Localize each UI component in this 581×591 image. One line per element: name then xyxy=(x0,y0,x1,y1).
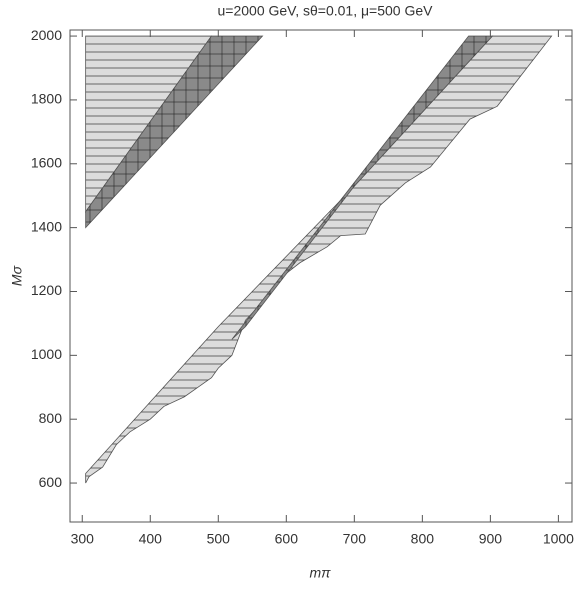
x-tick-label: 300 xyxy=(71,531,95,547)
x-axis-label: mπ xyxy=(309,565,331,581)
y-axis-label: Mσ xyxy=(9,265,25,286)
x-tick-label: 600 xyxy=(275,531,299,547)
x-tick-label: 500 xyxy=(207,531,231,547)
chart-title: u=2000 GeV, sθ=0.01, μ=500 GeV xyxy=(218,3,434,19)
y-tick-label: 1400 xyxy=(31,218,62,234)
region-hatch xyxy=(85,36,552,484)
plot-frame xyxy=(69,29,573,523)
x-tick-label: 800 xyxy=(411,531,435,547)
y-tick-label: 1600 xyxy=(31,154,62,170)
y-tick-label: 600 xyxy=(39,474,63,490)
y-tick-label: 1000 xyxy=(31,346,62,362)
x-tick-label: 400 xyxy=(139,531,163,547)
x-tick-label: 700 xyxy=(343,531,367,547)
x-tick-label: 900 xyxy=(479,531,503,547)
y-tick-label: 800 xyxy=(39,410,63,426)
y-tick-label: 1200 xyxy=(31,282,62,298)
region-hatch xyxy=(85,36,263,228)
y-tick-label: 2000 xyxy=(31,27,62,43)
y-tick-label: 1800 xyxy=(31,91,62,107)
region-hatch xyxy=(231,36,493,340)
x-tick-label: 1000 xyxy=(543,531,574,547)
